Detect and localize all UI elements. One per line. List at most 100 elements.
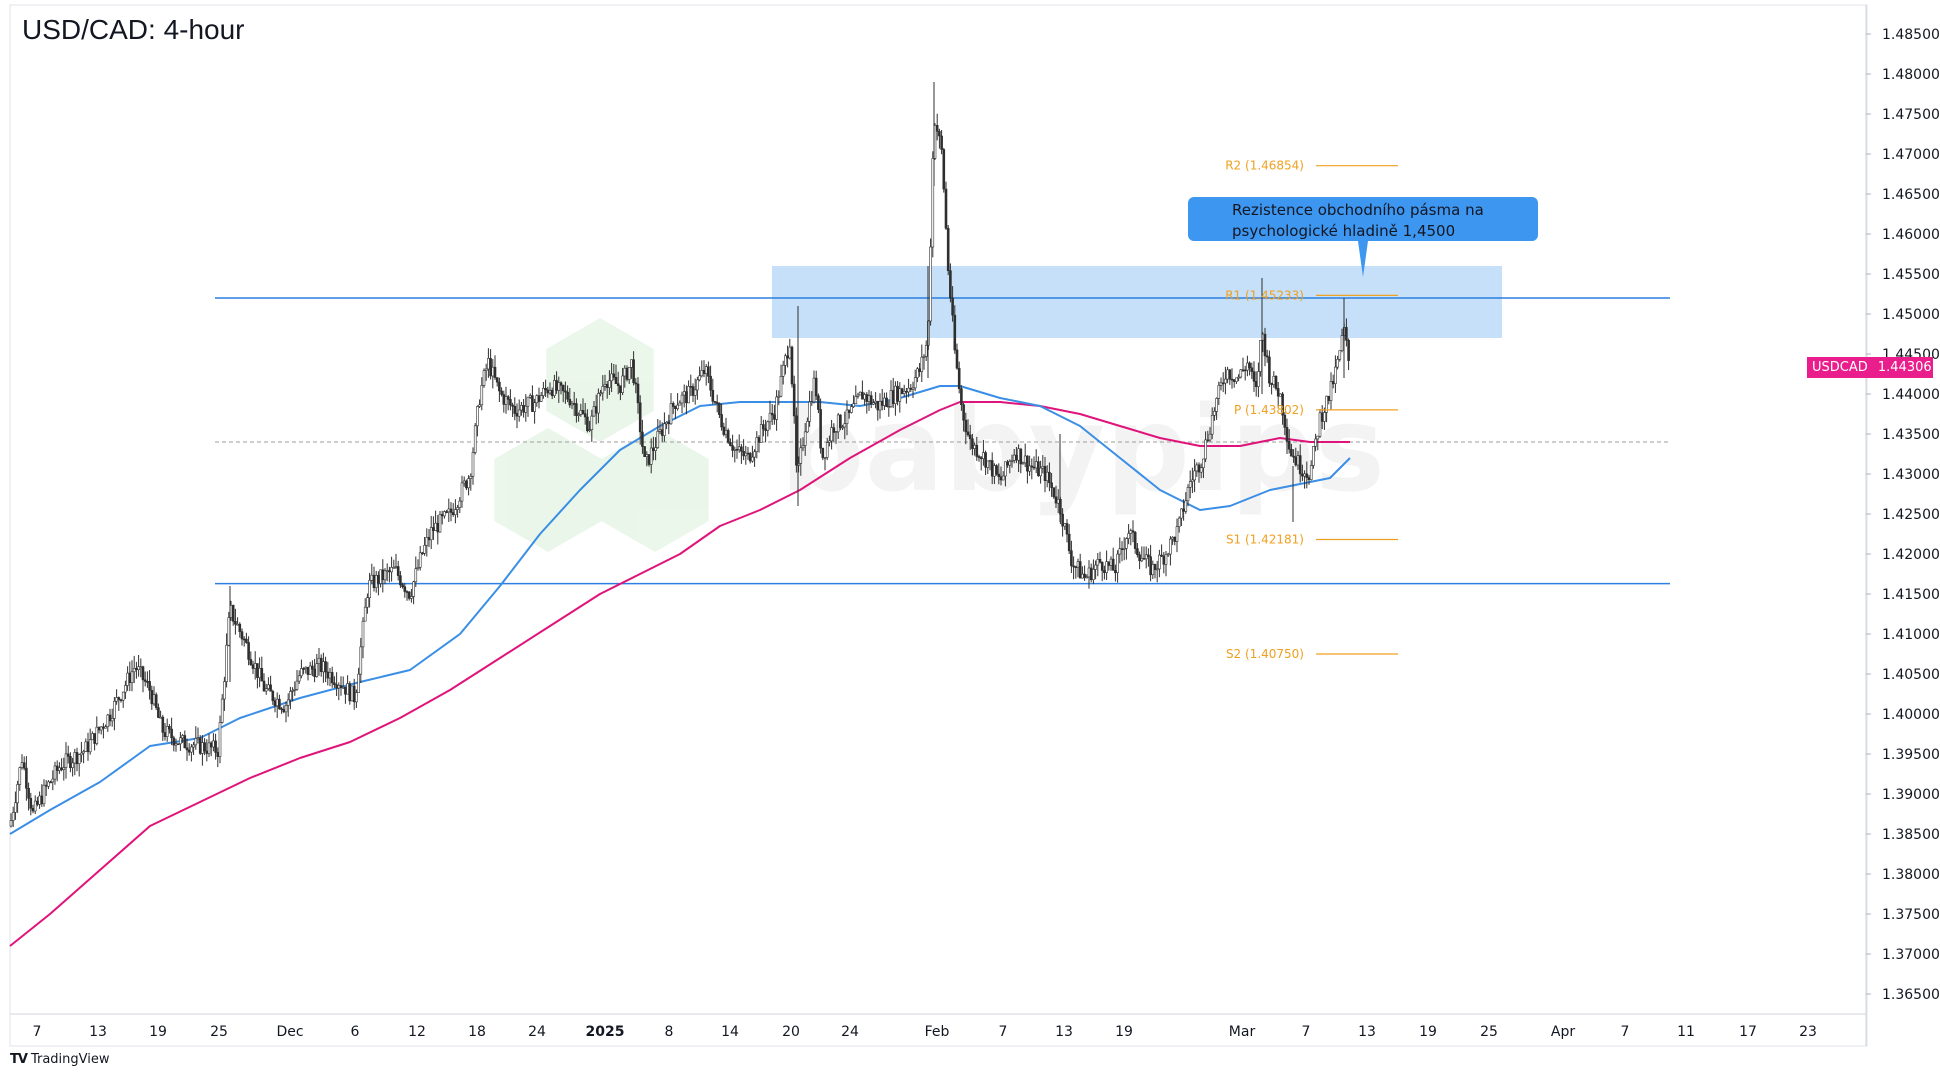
candle-down (731, 445, 734, 451)
candle-down (1345, 327, 1348, 341)
candle-up (858, 391, 862, 396)
candle-down (69, 756, 72, 769)
candle-down (951, 297, 954, 316)
candle-down (713, 401, 717, 403)
x-tick-label: Dec (276, 1024, 303, 1040)
candle-up (1235, 377, 1238, 382)
x-tick-label: 7 (999, 1024, 1008, 1040)
candle-down (968, 434, 972, 440)
x-tick-label: 19 (149, 1024, 167, 1040)
candle-up (341, 686, 345, 689)
candle-down (1283, 414, 1287, 428)
candle-up (84, 741, 88, 752)
pivot-levels: R2 (1.46854) R1 (1.45233) P (1.43802) S1 (1… (1225, 159, 1398, 661)
candle-up (579, 410, 583, 415)
candle-down (36, 800, 39, 805)
x-tick-label: 19 (1115, 1024, 1133, 1040)
candle-up (11, 812, 15, 821)
candle-up (253, 663, 257, 669)
candle-down (1241, 369, 1245, 372)
candle-down (119, 699, 123, 701)
candle-down (971, 438, 974, 449)
candle-up (1334, 366, 1337, 385)
candle-down (975, 444, 979, 457)
pivot-label-0: R2 (1.46854) (1225, 159, 1304, 173)
candle-down (117, 697, 121, 700)
candle-up (603, 383, 607, 387)
candle-up (902, 390, 906, 394)
candle-down (495, 377, 499, 383)
candle-down (216, 752, 220, 757)
candle-down (955, 349, 959, 369)
candle-down (742, 450, 745, 457)
chart-title: USD/CAD: 4-hour (22, 14, 245, 45)
candle-up (1279, 393, 1282, 397)
candle-up (394, 566, 398, 568)
candle-down (1243, 369, 1247, 372)
candle-up (77, 754, 81, 765)
candle-down (942, 149, 946, 190)
time-axis[interactable]: 7 13 19 25 Dec 6 12 18 24 2025 8 14 20 24 Feb 7 13 19 Mar 7… (33, 1024, 1817, 1040)
candle-down (891, 390, 895, 404)
candle-up (438, 514, 442, 533)
tradingview-logo[interactable]: TV TradingView (10, 1052, 109, 1067)
candle-up (863, 394, 866, 400)
candle-down (1153, 564, 1157, 570)
candle-down (740, 446, 743, 452)
candle-down (720, 414, 723, 428)
candle-up (803, 431, 807, 446)
candle-down (1037, 461, 1040, 477)
candle-down (511, 404, 514, 407)
candle-down (568, 398, 572, 406)
watermark-hex-2 (494, 428, 602, 552)
x-tick-label: 24 (841, 1024, 859, 1040)
candle-down (1061, 513, 1064, 527)
y-tick-label: 1.48000 (1882, 67, 1940, 83)
resistance-callout: Rezistence obchodního pásma na psycholog… (1188, 197, 1538, 241)
candle-down (271, 690, 275, 701)
candle-down (1182, 508, 1185, 512)
candle-down (641, 431, 644, 447)
candle-down (163, 732, 167, 737)
candle-down (1147, 554, 1150, 557)
x-tick-label: 20 (782, 1024, 800, 1040)
candle-up (1012, 454, 1016, 461)
candle-up (289, 691, 292, 701)
candle-down (660, 429, 664, 436)
candle-up (656, 430, 660, 448)
candle-down (256, 663, 259, 678)
y-tick-label: 1.37500 (1882, 907, 1940, 923)
candle-up (110, 718, 114, 722)
candle-down (242, 638, 246, 641)
candle-up (1195, 464, 1199, 472)
candle-down (531, 395, 534, 412)
candle-down (1307, 477, 1311, 481)
candle-up (1109, 558, 1113, 566)
candle-down (1305, 473, 1309, 478)
resistance-zone-rect (772, 266, 1502, 338)
price-axis[interactable]: 1.48500 1.48000 1.47500 1.47000 1.46500 1.460… (1866, 27, 1940, 1003)
candle-up (836, 414, 840, 433)
candle-down (29, 797, 33, 809)
candle-up (526, 396, 530, 407)
candle-up (601, 386, 605, 394)
candle-up (1323, 412, 1326, 422)
candle-down (348, 683, 352, 702)
candle-down (515, 413, 519, 417)
candle-down (399, 575, 402, 586)
candle-up (570, 403, 574, 406)
candle-down (1263, 333, 1267, 357)
candle-up (370, 574, 374, 581)
candle-up (207, 742, 211, 754)
candle-down (150, 689, 154, 705)
candle-down (944, 188, 948, 229)
candle-down (594, 406, 598, 414)
candle-down (31, 807, 35, 812)
candle-down (957, 367, 961, 389)
candle-up (986, 460, 990, 468)
candle-down (143, 679, 147, 682)
candle-up (856, 394, 860, 397)
candle-down (1290, 448, 1293, 457)
candle-up (1166, 553, 1170, 556)
